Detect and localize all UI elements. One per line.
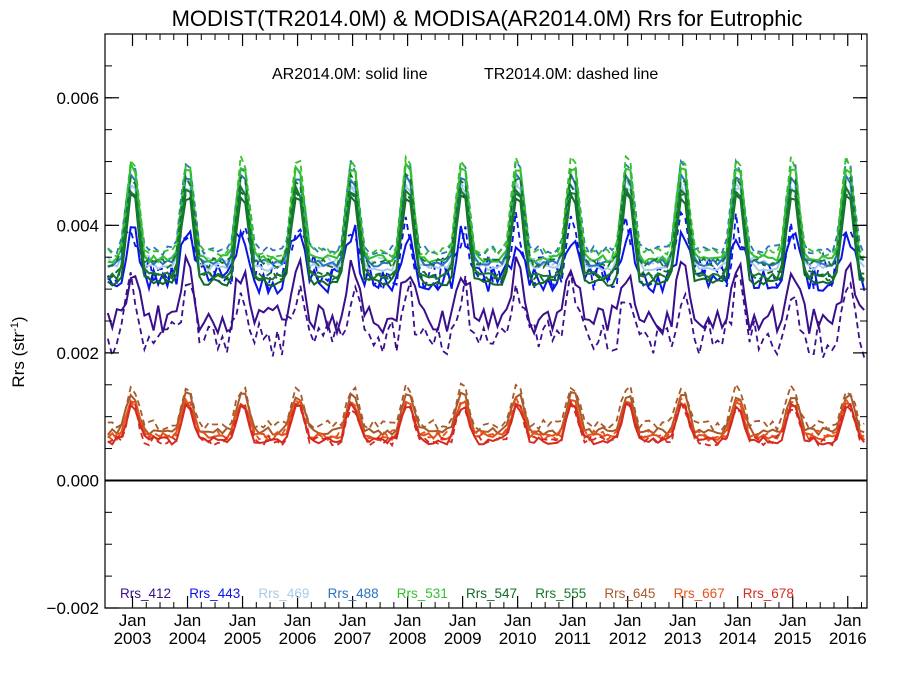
x-tick-label-year: 2007 [334,629,372,648]
x-tick-label-month: Jan [559,611,586,630]
series-Rrs_412-dashed [106,271,866,359]
subtitle-solid: AR2014.0M: solid line [272,66,428,83]
x-tick-label-month: Jan [614,611,641,630]
x-tick-label-year: 2009 [444,629,482,648]
y-tick-label: 0.002 [56,344,99,363]
subtitle-dashed: TR2014.0M: dashed line [484,66,658,83]
axes: −0.0020.0000.0020.0040.006Jan2003Jan2004… [47,33,868,648]
legend-item-Rrs_678: Rrs_678 [743,586,794,601]
x-tick-label-year: 2016 [829,629,867,648]
y-axis-label-sup: -1 [9,322,21,332]
y-tick-label: 0.000 [56,471,99,490]
legend-item-Rrs_443: Rrs_443 [189,586,240,601]
y-tick-label: 0.004 [56,216,99,235]
legend-item-Rrs_488: Rrs_488 [328,586,379,601]
series-Rrs_412-solid [106,252,865,337]
y-tick-label: −0.002 [47,599,99,618]
x-tick-label-year: 2008 [389,629,427,648]
x-tick-label-year: 2014 [719,629,757,648]
legend-item-Rrs_469: Rrs_469 [258,586,309,601]
x-tick-label-year: 2004 [169,629,207,648]
x-tick-label-month: Jan [394,611,421,630]
legend-item-Rrs_547: Rrs_547 [466,586,517,601]
x-tick-label-month: Jan [119,611,146,630]
series-Rrs_547-dashed [107,182,865,283]
legend: Rrs_412 Rrs_443 Rrs_469 Rrs_488 Rrs_531 Rrs_5… [120,586,794,601]
x-tick-label-year: 2010 [499,629,537,648]
x-tick-label-year: 2005 [224,629,262,648]
series-Rrs_555-dashed [107,171,865,270]
legend-item-Rrs_645: Rrs_645 [604,586,655,601]
x-tick-label-year: 2013 [664,629,702,648]
series-Rrs_645-dashed [107,382,865,432]
x-tick-label-month: Jan [504,611,531,630]
legend-item-Rrs_531: Rrs_531 [397,586,448,601]
chart-title: MODIST(TR2014.0M) & MODISA(AR2014.0M) Rr… [172,6,803,31]
series-Rrs_678-solid [107,400,865,446]
x-tick-label-year: 2015 [774,629,812,648]
x-tick-label-year: 2011 [554,629,591,648]
legend-item-Rrs_412: Rrs_412 [120,586,171,601]
series-Rrs_555-solid [107,182,865,282]
x-tick-label-month: Jan [339,611,366,630]
series-Rrs_667-solid [107,397,866,442]
series-Rrs_645-solid [107,390,865,437]
x-tick-label-month: Jan [229,611,256,630]
x-tick-label-month: Jan [724,611,751,630]
x-tick-label-month: Jan [779,611,806,630]
plot-lines [106,154,866,448]
legend-item-Rrs_555: Rrs_555 [535,586,586,601]
y-tick-label: 0.006 [56,89,99,108]
series-Rrs_488-dashed [107,157,866,257]
x-tick-label-month: Jan [834,611,861,630]
y-axis-label: Rrs (str-1) [9,316,28,387]
y-axis-label-main: Rrs (str [9,332,28,388]
x-tick-label-month: Jan [449,611,476,630]
x-tick-label-year: 2003 [114,629,152,648]
x-tick-label-month: Jan [284,611,311,630]
x-tick-label-year: 2012 [609,629,647,648]
series-Rrs_531-solid [107,160,865,265]
y-axis-label-close: ) [9,316,28,322]
x-tick-label-month: Jan [669,611,696,630]
legend-item-Rrs_667: Rrs_667 [674,586,725,601]
series-Rrs_531-dashed [107,154,865,259]
x-tick-label-month: Jan [174,611,201,630]
x-tick-label-year: 2006 [279,629,317,648]
